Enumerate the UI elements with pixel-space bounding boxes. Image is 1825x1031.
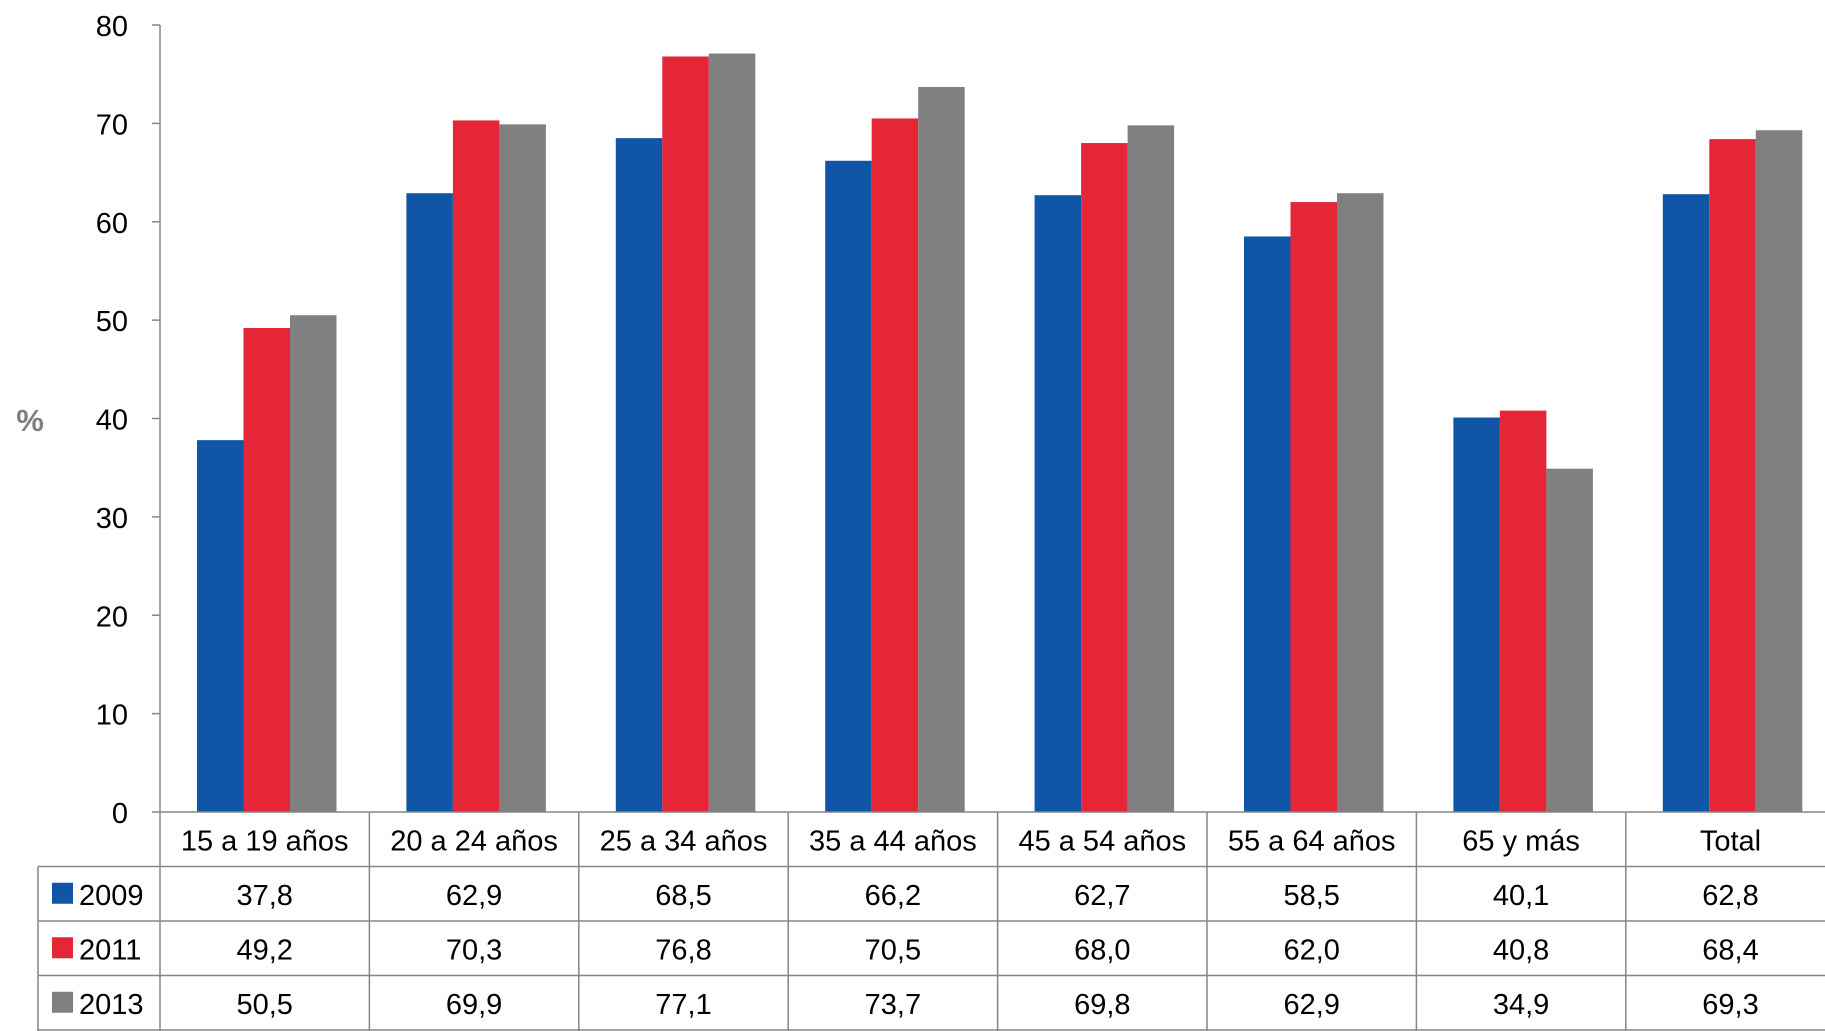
bar-2013 bbox=[708, 53, 756, 813]
x-tick-label: 65 y más bbox=[1462, 825, 1580, 857]
data-label: 69,9 bbox=[446, 989, 502, 1021]
legend-label: 2011 bbox=[79, 934, 141, 966]
data-label: 77,1 bbox=[655, 989, 711, 1021]
bar-2009 bbox=[406, 193, 453, 812]
bar-2013 bbox=[1337, 193, 1384, 812]
x-tick-label: 20 a 24 años bbox=[390, 825, 558, 857]
bar-2013 bbox=[1546, 468, 1593, 812]
y-tick-label: 40 bbox=[96, 405, 128, 437]
y-tick-label: 0 bbox=[112, 798, 128, 830]
data-label: 70,3 bbox=[446, 934, 502, 966]
bar-2013 bbox=[499, 124, 546, 812]
x-tick-label: 45 a 54 años bbox=[1018, 825, 1186, 857]
bar-2009 bbox=[825, 160, 872, 812]
bar-2013 bbox=[290, 315, 337, 812]
bar-2009 bbox=[1453, 417, 1500, 812]
bar-2013 bbox=[1755, 130, 1803, 813]
y-tick-label: 60 bbox=[96, 208, 128, 240]
data-label: 62,0 bbox=[1283, 934, 1339, 966]
bar-2009 bbox=[1034, 195, 1082, 813]
y-tick-label: 10 bbox=[96, 700, 128, 732]
bar-2009 bbox=[1662, 194, 1710, 812]
x-tick-label: 15 a 19 años bbox=[181, 825, 349, 857]
y-tick-label: 20 bbox=[96, 601, 128, 633]
data-label: 68,4 bbox=[1702, 934, 1758, 966]
bar-2011 bbox=[871, 118, 919, 813]
legend-key-2011 bbox=[52, 937, 73, 959]
data-label: 37,8 bbox=[236, 880, 292, 912]
data-label: 66,2 bbox=[865, 880, 921, 912]
data-label: 34,9 bbox=[1493, 989, 1549, 1021]
bar-2009 bbox=[615, 138, 663, 813]
data-label: 68,0 bbox=[1074, 934, 1130, 966]
data-label: 58,5 bbox=[1283, 880, 1339, 912]
data-label: 70,5 bbox=[865, 934, 921, 966]
x-tick-label: 35 a 44 años bbox=[809, 825, 977, 857]
legend-label: 2009 bbox=[79, 880, 144, 912]
data-label: 49,2 bbox=[236, 934, 292, 966]
bar-2011 bbox=[1081, 143, 1128, 813]
legend-key-2009 bbox=[52, 882, 73, 904]
x-tick-label: Total bbox=[1700, 825, 1761, 857]
bar-2011 bbox=[1290, 202, 1337, 812]
data-label: 50,5 bbox=[236, 989, 292, 1021]
x-tick-label: 25 a 34 años bbox=[600, 825, 768, 857]
bar-2011 bbox=[1709, 139, 1756, 813]
legend-key-2013 bbox=[52, 991, 73, 1013]
data-label: 69,3 bbox=[1702, 989, 1758, 1021]
y-axis-label: % bbox=[16, 403, 44, 438]
data-label: 40,1 bbox=[1493, 880, 1549, 912]
y-tick-label: 70 bbox=[96, 109, 128, 141]
bars bbox=[197, 53, 1803, 813]
bar-2011 bbox=[1499, 410, 1547, 812]
x-tick-label: 55 a 64 años bbox=[1228, 825, 1396, 857]
y-tick-label: 30 bbox=[96, 503, 128, 535]
y-axis-ticks: 0 10 20 30 40 50 60 70 80 bbox=[96, 11, 161, 830]
data-label: 73,7 bbox=[865, 989, 921, 1021]
data-label: 68,5 bbox=[655, 880, 711, 912]
data-label: 62,9 bbox=[1283, 989, 1339, 1021]
data-label: 69,8 bbox=[1074, 989, 1130, 1021]
y-tick-label: 80 bbox=[96, 11, 128, 43]
data-label: 40,8 bbox=[1493, 934, 1549, 966]
bar-2011 bbox=[243, 327, 290, 812]
bar-2013 bbox=[918, 86, 965, 812]
legend-label: 2013 bbox=[79, 989, 144, 1021]
data-label: 76,8 bbox=[655, 934, 711, 966]
bar-2013 bbox=[1127, 125, 1175, 812]
bar-2011 bbox=[452, 120, 500, 812]
data-label: 62,7 bbox=[1074, 880, 1130, 912]
bar-2009 bbox=[197, 440, 244, 812]
data-table: 15 a 19 años 20 a 24 años 25 a 34 años 35 a… bbox=[37, 811, 1825, 1031]
bar-2009 bbox=[1244, 236, 1291, 813]
data-label: 62,9 bbox=[446, 880, 502, 912]
data-label: 62,8 bbox=[1702, 880, 1758, 912]
y-tick-label: 50 bbox=[96, 306, 128, 338]
bar-2011 bbox=[662, 56, 709, 813]
